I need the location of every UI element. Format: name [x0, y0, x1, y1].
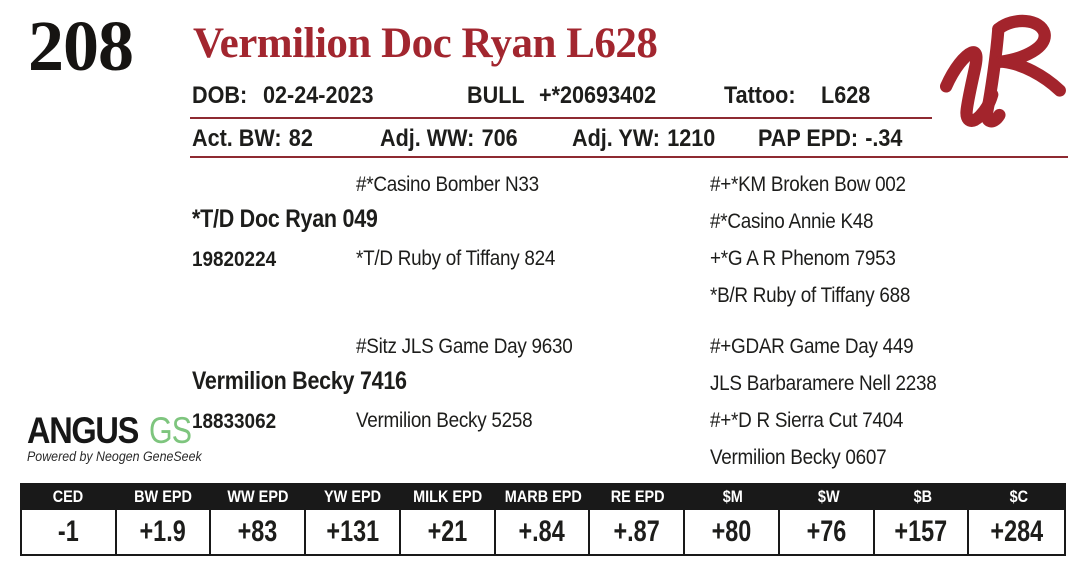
angus-logo-text: ANGUS — [27, 410, 139, 451]
angusgs-logo: ANGUS GS Powered by Neogen GeneSeek — [27, 412, 217, 465]
pedigree-sire-reg: 19820224 — [192, 248, 277, 271]
epd-header-cell: $C — [971, 487, 1066, 507]
epd-header-cell: $B — [876, 487, 971, 507]
epd-header-cell: BW EPD — [115, 487, 210, 507]
pedigree-sire-ancestor-3: +*G A R Phenom 7953 — [710, 247, 896, 270]
divider-rule-top — [190, 117, 932, 119]
adj-yw-label: Adj. YW: — [572, 125, 661, 152]
epd-value-dollar-m: +80 — [711, 515, 752, 548]
epd-header-cell: MILK EPD — [400, 487, 495, 507]
epd-value-dollar-w: +76 — [806, 515, 847, 548]
pedigree-sire-ancestor-4: *B/R Ruby of Tiffany 688 — [710, 284, 911, 307]
epd-value-re: +.87 — [613, 515, 660, 548]
epd-header-cell: RE EPD — [591, 487, 686, 507]
pedigree-dam-ancestor-2: JLS Barbaramere Nell 2238 — [710, 372, 937, 395]
epd-value-yw: +131 — [326, 515, 379, 548]
epd-value-cell: +21 — [401, 510, 496, 554]
act-bw-label: Act. BW: — [192, 125, 282, 152]
epd-value-cell: +284 — [969, 510, 1064, 554]
divider-rule-bottom — [190, 156, 1068, 158]
lot-number: 208 — [28, 6, 134, 86]
epd-value-cell: +76 — [780, 510, 875, 554]
epd-value-dollar-b: +157 — [894, 515, 948, 548]
epd-header-cell: MARB EPD — [495, 487, 590, 507]
epd-value-cell: +.87 — [590, 510, 686, 554]
pedigree-sire-dam: *T/D Ruby of Tiffany 824 — [356, 247, 556, 270]
epd-header-cell: $M — [686, 487, 781, 507]
epd-value-bw: +1.9 — [139, 515, 187, 548]
epd-header-cell: YW EPD — [305, 487, 400, 507]
epd-table-header-row: CED BW EPD WW EPD YW EPD MILK EPD MARB E… — [20, 483, 1066, 510]
pedigree-dam-reg: 18833062 — [192, 410, 277, 433]
epd-value-cell: +1.9 — [117, 510, 212, 554]
epd-value-cell: -1 — [22, 510, 117, 554]
epd-header-cell: CED — [20, 487, 115, 507]
epd-value-cell: +131 — [306, 510, 401, 554]
epd-header-re: RE EPD — [611, 486, 665, 506]
angus-logo-tagline: Powered by Neogen GeneSeek — [27, 449, 202, 464]
angus-logo-gs-text: GS — [149, 410, 192, 451]
epd-table: CED BW EPD WW EPD YW EPD MILK EPD MARB E… — [20, 483, 1066, 556]
adj-ww-label: Adj. WW: — [380, 125, 475, 152]
epd-header-dollar-m: $M — [723, 486, 744, 506]
pap-epd: PAP EPD: -.34 — [758, 127, 902, 151]
registration-number: +*20693402 — [539, 82, 657, 109]
tattoo-value: L628 — [821, 82, 871, 109]
act-bw-value: 82 — [288, 125, 313, 152]
pedigree-dam-ancestor-3: #+*D R Sierra Cut 7404 — [710, 409, 904, 432]
act-bw: Act. BW: 82 — [192, 127, 313, 151]
epd-value-cell: +80 — [685, 510, 780, 554]
dob-label: DOB: — [192, 82, 248, 109]
pedigree-dam-ancestor-4: Vermilion Becky 0607 — [710, 446, 887, 469]
epd-value-cell: +83 — [211, 510, 307, 554]
pedigree-sire-sire: #*Casino Bomber N33 — [356, 173, 539, 196]
epd-value-cell: +157 — [875, 510, 970, 554]
adj-yw-value: 1210 — [667, 125, 716, 152]
epd-header-milk: MILK EPD — [413, 486, 483, 506]
sex-label: BULL — [467, 82, 525, 109]
angusgs-logo-wordmark: ANGUS GS — [27, 412, 217, 449]
tattoo-label: Tattoo: — [724, 82, 796, 109]
epd-header-marb: MARB EPD — [504, 486, 582, 506]
adj-ww-value: 706 — [481, 125, 518, 152]
epd-value-marb: +.84 — [518, 515, 566, 548]
pap-epd-label: PAP EPD: — [758, 125, 859, 152]
pedigree-dam-sire: #Sitz JLS Game Day 9630 — [356, 335, 573, 358]
epd-table-value-row: -1 +1.9 +83 +131 +21 +.84 +.87 +80 +76 +… — [20, 510, 1066, 556]
epd-header-yw: YW EPD — [324, 486, 382, 506]
epd-header-ww: WW EPD — [227, 486, 289, 506]
pedigree-dam-name: Vermilion Becky 7416 — [192, 367, 407, 395]
pedigree-dam-ancestor-1: #+GDAR Game Day 449 — [710, 335, 914, 358]
epd-value-cell: +.84 — [496, 510, 591, 554]
epd-value-dollar-c: +284 — [990, 515, 1043, 548]
adj-yw: Adj. YW: 1210 — [572, 127, 715, 151]
epd-value-milk: +21 — [427, 515, 468, 548]
epd-header-bw: BW EPD — [133, 486, 192, 506]
epd-header-ced: CED — [52, 486, 83, 506]
epd-value-ced: -1 — [57, 515, 79, 548]
vr-brand-icon — [940, 14, 1068, 132]
pedigree-sire-ancestor-2: #*Casino Annie K48 — [710, 210, 874, 233]
epd-header-dollar-w: $W — [817, 486, 840, 506]
animal-name-title: Vermilion Doc Ryan L628 — [193, 20, 658, 67]
pedigree-dam-dam: Vermilion Becky 5258 — [356, 409, 533, 432]
epd-header-dollar-b: $B — [914, 486, 933, 506]
adj-ww: Adj. WW: 706 — [380, 127, 518, 151]
epd-value-ww: +83 — [237, 515, 278, 548]
epd-header-dollar-c: $C — [1009, 486, 1028, 506]
epd-header-cell: $W — [781, 487, 876, 507]
pedigree-sire-name: *T/D Doc Ryan 049 — [192, 205, 378, 233]
dob-value: 02-24-2023 — [263, 82, 374, 109]
pedigree-sire-ancestor-1: #+*KM Broken Bow 002 — [710, 173, 906, 196]
epd-header-cell: WW EPD — [210, 487, 305, 507]
pap-epd-value: -.34 — [865, 125, 903, 152]
